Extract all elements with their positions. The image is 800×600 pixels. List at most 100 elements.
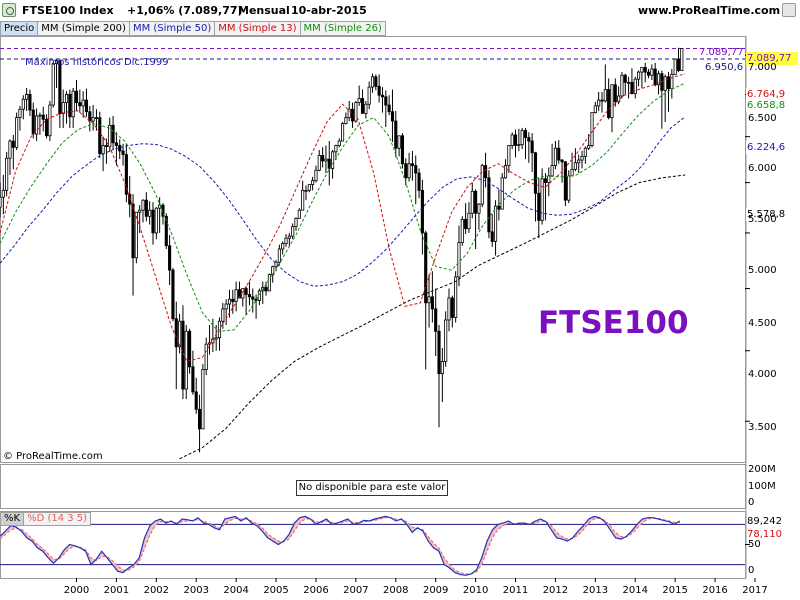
candle-body	[603, 89, 607, 102]
candle-body	[543, 178, 548, 183]
candle-body	[41, 114, 45, 120]
candle-body	[457, 242, 461, 278]
candle-body	[530, 140, 534, 154]
candle-body	[0, 196, 2, 208]
x-tick-label: 2012	[542, 585, 569, 596]
candle-body	[593, 105, 597, 113]
candle-body	[630, 81, 634, 94]
candle-body	[124, 154, 128, 195]
candle-body	[251, 296, 255, 300]
candle-body	[374, 76, 378, 87]
x-tick-label: 2010	[462, 585, 489, 596]
candle-body	[164, 215, 168, 247]
candle-body	[523, 130, 528, 138]
scroll-control-icon[interactable]	[782, 3, 796, 17]
x-tick-label: 2013	[582, 585, 609, 596]
y-tick: 6.000	[748, 163, 777, 174]
x-tick-label: 2017	[742, 585, 768, 596]
x-tick-label: 2016	[702, 585, 728, 596]
candle-body	[430, 296, 434, 310]
candle-body	[98, 117, 102, 155]
candle-body	[440, 361, 444, 375]
candle-body	[128, 193, 132, 205]
y-tick: 3.500	[748, 422, 777, 433]
price-tag-current: 7.089,77	[746, 52, 798, 65]
candle-body	[493, 205, 498, 242]
x-tick-label: 2006	[303, 585, 329, 596]
copyright-label: © ProRealTime.com	[3, 451, 103, 462]
candle-body	[104, 145, 108, 147]
candle-body	[633, 78, 637, 94]
candle-body	[178, 320, 182, 348]
candle-body	[417, 172, 421, 191]
candle-body	[307, 184, 311, 191]
candle-body	[317, 155, 321, 171]
candle-body	[28, 93, 32, 111]
candle-body	[370, 76, 375, 88]
instrument-title: FTSE100 Index	[22, 4, 114, 17]
candle-body	[474, 190, 478, 214]
x-tick-label: 2003	[183, 585, 209, 596]
candle-body	[520, 130, 524, 146]
candle-body	[91, 117, 95, 122]
candle-body	[237, 289, 242, 299]
candle-body	[311, 180, 315, 185]
candle-body	[141, 199, 145, 211]
x-tick-label: 2000	[63, 585, 90, 596]
candle-body	[254, 298, 258, 301]
site-label: www.ProRealTime.com	[638, 4, 781, 17]
candle-body	[8, 140, 12, 159]
price-tag-ma200: 5.578,8	[746, 208, 798, 221]
candle-body	[590, 112, 594, 146]
candle-body	[610, 84, 614, 119]
candle-body	[583, 147, 587, 157]
candle-body	[64, 93, 69, 103]
x-tick-label: 2014	[622, 585, 648, 596]
candle-body	[25, 93, 29, 100]
candle-body	[540, 178, 544, 221]
candle-body	[533, 152, 538, 194]
candle-body	[231, 298, 235, 303]
candle-body	[321, 155, 325, 162]
legend-ma26[interactable]: MM (Simple 26)	[299, 21, 386, 36]
candle-body	[484, 165, 488, 179]
candle-body	[247, 294, 252, 298]
candle-body	[71, 90, 75, 118]
y-tick: 4.500	[748, 318, 777, 329]
candle-body	[291, 226, 295, 237]
candle-body	[204, 343, 208, 370]
candle-body	[397, 135, 401, 149]
stochastic-legend: %K %D (14 3 5)	[0, 512, 92, 526]
y-tick: 7.000	[748, 62, 777, 73]
candle-body	[537, 192, 541, 221]
legend-ma200[interactable]: MM (Simple 200)	[37, 21, 130, 36]
candle-body	[171, 269, 175, 320]
candle-body	[467, 212, 471, 230]
candle-body	[168, 245, 172, 271]
candle-body	[301, 189, 305, 211]
candle-body	[15, 117, 19, 148]
historic-max-label: Máximos históricos Dic.1999	[25, 57, 169, 68]
candle-body	[35, 115, 39, 135]
candle-body	[557, 147, 561, 161]
stoch-d-line	[0, 517, 680, 575]
candle-body	[470, 190, 474, 214]
x-tick-label: 2008	[383, 585, 409, 596]
candle-body	[510, 134, 514, 146]
stoch-tag-d: 78,110	[747, 529, 782, 540]
candle-body	[384, 96, 388, 106]
legend-d[interactable]: %D (14 3 5)	[23, 512, 92, 526]
y-tick: 5.000	[748, 265, 777, 276]
candle-body	[666, 76, 671, 90]
legend-k[interactable]: %K	[0, 512, 25, 526]
x-tick-label: 2007	[343, 585, 369, 596]
candle-body	[500, 177, 504, 210]
candle-body	[410, 163, 414, 166]
candle-body	[287, 235, 291, 239]
gear-icon[interactable]	[2, 3, 16, 17]
candle-body	[111, 124, 115, 144]
candle-body	[527, 137, 531, 142]
candle-body	[663, 76, 667, 91]
candle-body	[414, 165, 418, 174]
